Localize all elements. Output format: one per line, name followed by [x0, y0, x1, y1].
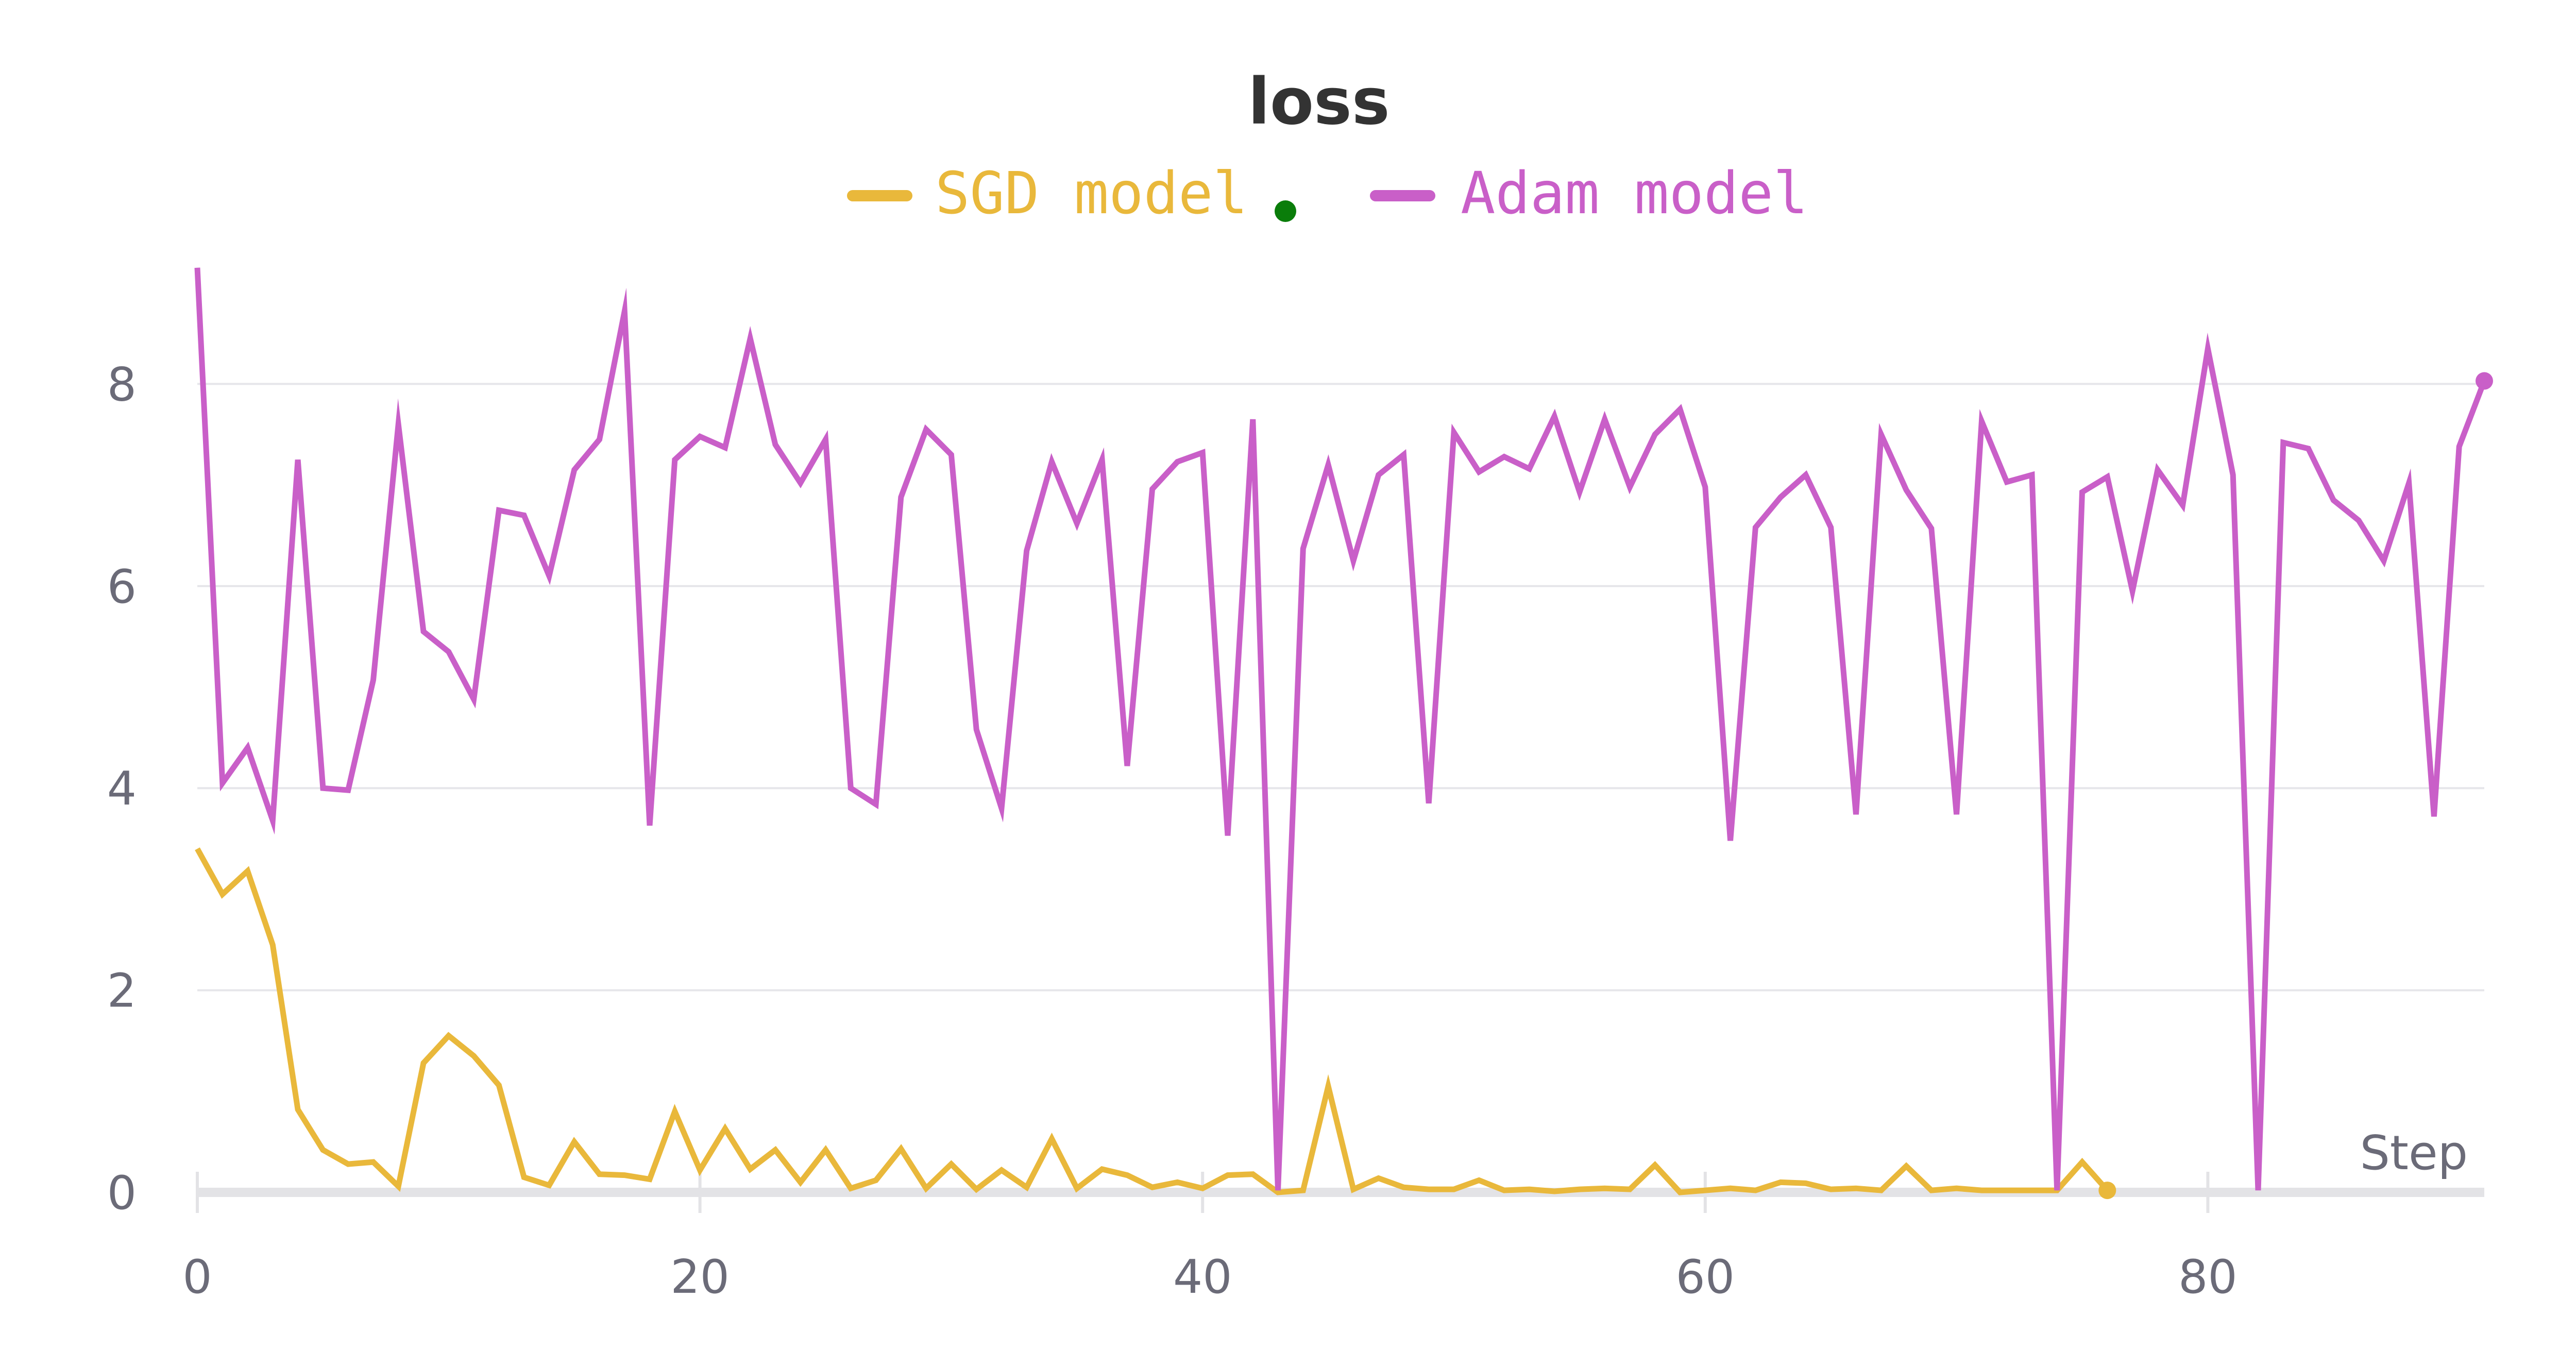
series-end-marker [2098, 1182, 2116, 1200]
x-tick-label: 80 [2178, 1250, 2238, 1304]
y-tick-label: 6 [107, 560, 137, 614]
legend-label: Adam model [1461, 160, 1808, 227]
chart-title: loss [1248, 65, 1389, 139]
x-tick-label: 20 [670, 1250, 730, 1304]
y-tick-label: 8 [107, 357, 137, 412]
x-tick-label: 0 [182, 1250, 212, 1304]
y-tick-label: 0 [107, 1166, 137, 1220]
legend-label: SGD model [935, 160, 1248, 227]
y-tick-label: 4 [107, 762, 137, 816]
y-axis: 0 2 4 6 8 [107, 357, 137, 1220]
x-axis-label: Step [2360, 1125, 2468, 1181]
series-line-adam [194, 267, 2487, 1191]
x-tick-label: 40 [1173, 1250, 1232, 1304]
gridlines [197, 383, 2484, 991]
legend: SGD model Adam model [847, 160, 1808, 227]
x-tick-label: 60 [1676, 1250, 1735, 1304]
series-line-sgd [195, 847, 2110, 1195]
x-axis: 0 20 40 60 80 [182, 1172, 2484, 1304]
legend-highlight-dot [1275, 200, 1296, 222]
series-layer [194, 267, 2493, 1200]
y-tick-label: 2 [107, 964, 137, 1018]
series-end-marker [2476, 372, 2493, 390]
